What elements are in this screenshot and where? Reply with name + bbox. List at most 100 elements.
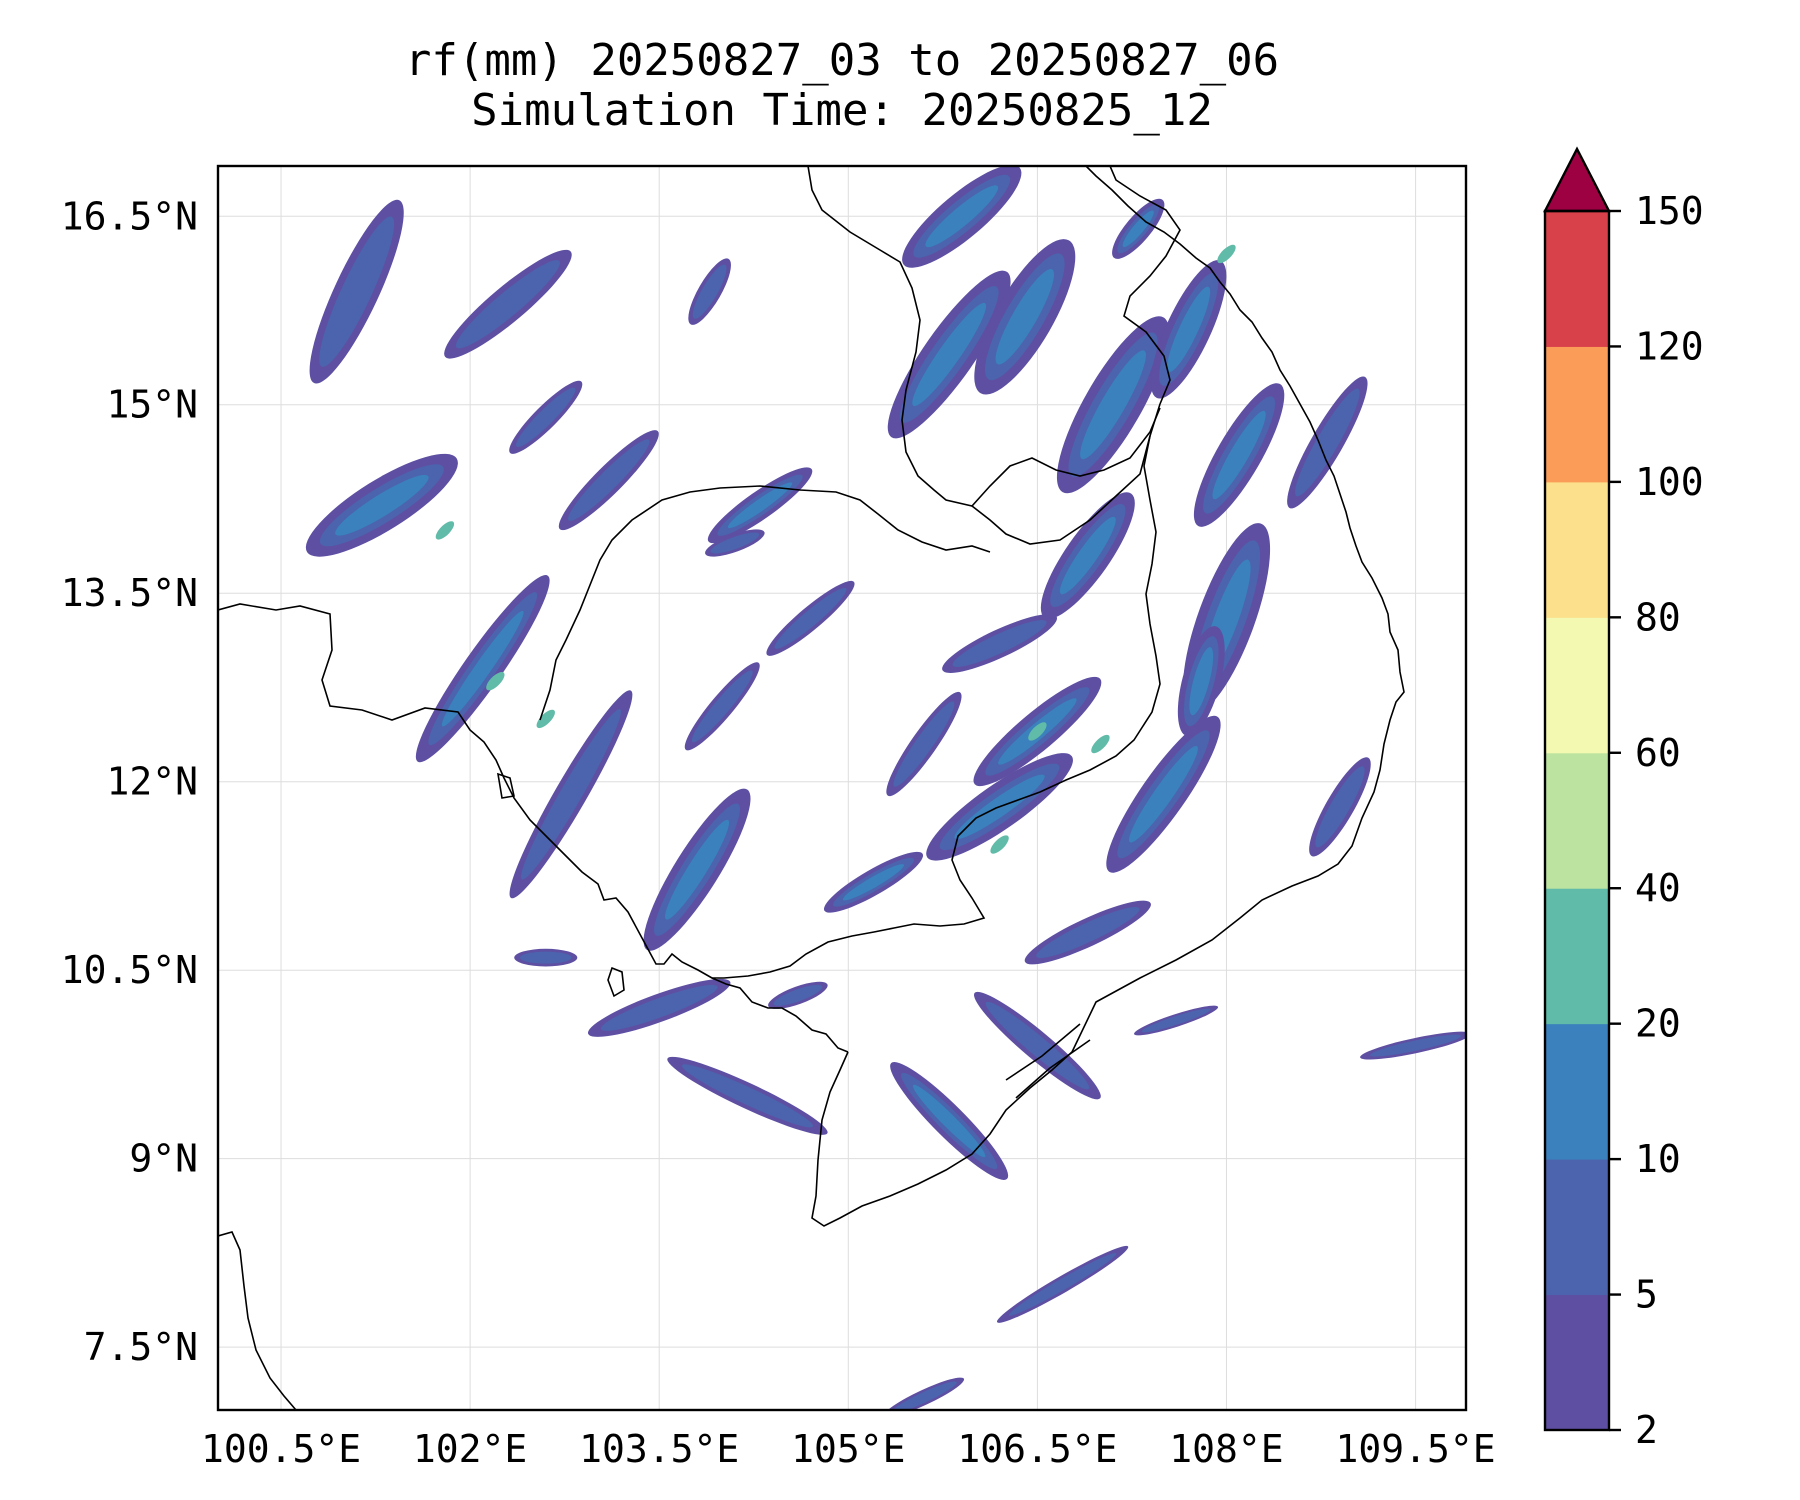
rain-band-40: [705, 529, 765, 557]
rain-band-39: [1177, 626, 1225, 737]
rain-band-14: [887, 270, 1011, 439]
coastline-mekong-delta: [811, 166, 1405, 1227]
rain-band-mid: [891, 1381, 957, 1410]
title-line-2: Simulation Time: 20250825_12: [471, 85, 1213, 136]
lon-tick-label: 103.5°E: [579, 1427, 739, 1471]
rain-band-mid: [985, 1001, 1090, 1090]
lat-tick-label: 16.5°N: [61, 194, 198, 238]
rain-band-mid: [1294, 388, 1360, 497]
rain-band-mid: [1315, 766, 1365, 848]
rain-band-19: [1040, 492, 1135, 619]
colorbar-swatch-3: [1545, 888, 1609, 1025]
rain-band-22: [1287, 376, 1368, 509]
rain-band-mid: [1036, 907, 1140, 959]
rain-band-mid: [893, 701, 955, 787]
rain-band-inner: [925, 185, 999, 248]
lat-tick-label: 7.5°N: [84, 1325, 198, 1369]
lon-tick-label: 109.5°E: [1335, 1427, 1495, 1471]
border-laos-thailand: [807, 166, 1161, 507]
lat-tick-label: 12°N: [106, 760, 198, 804]
rain-band-38: [768, 981, 828, 1009]
rain-band-0: [305, 453, 458, 557]
rain-band-mid: [691, 670, 753, 743]
latitude-ticks: 16.5°N 15°N 13.5°N 12°N 10.5°N 9°N 7.5°N: [61, 194, 198, 1369]
rain-band-9: [707, 467, 813, 544]
rain-band-41: [1112, 198, 1165, 259]
colorbar-extend-triangle: [1543, 146, 1611, 213]
border-cambodia-laos: [971, 435, 1151, 545]
colorbar-tick-label: 40: [1635, 866, 1681, 910]
rain-band-1: [309, 199, 404, 384]
rain-band-mid: [455, 260, 560, 349]
rain-band-mid: [568, 439, 650, 521]
rain-band-17: [1056, 316, 1170, 494]
rain-band-mid: [519, 951, 572, 964]
rain-band-13: [886, 691, 962, 797]
lon-tick-label: 100.5°E: [201, 1427, 361, 1471]
colorbar-swatch-0: [1545, 1294, 1609, 1431]
colorbar-tick-label: 5: [1635, 1273, 1658, 1317]
rain-band-26: [942, 614, 1058, 673]
rain-band-mid: [1141, 1008, 1211, 1033]
lat-tick-label: 9°N: [129, 1137, 198, 1181]
rain-core-0: [435, 521, 455, 540]
rain-band-23: [1106, 715, 1221, 873]
rain-band-35: [509, 380, 583, 454]
colorbar-swatch-6: [1545, 481, 1609, 618]
lat-tick-label: 13.5°N: [61, 571, 198, 615]
colorbar-swatches: [1545, 211, 1609, 1431]
rain-band-inner: [664, 819, 730, 920]
rain-band-inner: [1059, 516, 1116, 595]
colorbar-tick-label: 60: [1635, 731, 1681, 775]
rain-band-inner: [1128, 745, 1198, 843]
rain-band-mid: [600, 984, 718, 1031]
rain-band-mid: [710, 532, 760, 554]
colorbar-swatch-7: [1545, 346, 1609, 483]
colorbar-tick-label: 150: [1635, 189, 1704, 233]
rain-band-12: [823, 851, 924, 913]
rain-band-15: [974, 239, 1076, 395]
rain-band-11: [766, 580, 855, 656]
map-background: [218, 166, 1466, 1410]
colorbar-tick-label: 10: [1635, 1137, 1681, 1181]
colorbar-frame: [1543, 209, 1611, 1432]
lon-tick-label: 106.5°E: [957, 1427, 1117, 1471]
lat-tick-label: 15°N: [106, 383, 198, 427]
lon-tick-label: 105°E: [791, 1427, 905, 1471]
rain-band-mid: [774, 587, 847, 649]
rain-band-mid: [319, 216, 395, 367]
rain-band-inner: [842, 864, 905, 901]
border-laos-vietnam: [1109, 166, 1181, 405]
rain-core-4: [990, 835, 1009, 854]
rain-band-6: [587, 978, 731, 1037]
island-koh-kong: [496, 772, 515, 799]
colorbar-swatch-4: [1545, 752, 1609, 889]
rain-band-28: [1024, 900, 1151, 965]
rain-band-7: [667, 1056, 828, 1135]
rain-band-inner: [441, 610, 524, 727]
rain-band-18: [1150, 260, 1227, 399]
rain-band-34: [883, 1377, 965, 1410]
longitude-ticks: 100.5°E 102°E 103.5°E 105°E 106.5°E 108°E 109.…: [201, 1427, 1496, 1471]
rain-band-mid: [692, 264, 727, 319]
rain-band-mid: [773, 984, 823, 1006]
coastline-gulf-thailand: [218, 603, 849, 1053]
colorbar-swatch-5: [1545, 617, 1609, 754]
rain-band-21: [1193, 383, 1285, 527]
title-line-1: rf(mm) 20250827_03 to 20250827_06: [404, 35, 1280, 86]
mekong-islands: [1005, 1023, 1091, 1099]
rain-band-8: [558, 430, 659, 531]
rain-band-mid: [1370, 1034, 1462, 1057]
lat-tick-label: 10.5°N: [61, 948, 198, 992]
rain-band-33: [1134, 1005, 1219, 1036]
rain-band-inner: [335, 474, 429, 536]
rain-band-inner: [1122, 210, 1154, 248]
lon-tick-label: 108°E: [1169, 1427, 1283, 1471]
colorbar-swatch-2: [1545, 1023, 1609, 1160]
rain-core-2: [536, 709, 555, 729]
rain-band-mid: [516, 387, 576, 448]
rain-band-inner: [1167, 286, 1211, 373]
rain-band-inner: [1212, 410, 1266, 500]
rain-band-29: [973, 991, 1101, 1100]
rain-band-10: [684, 662, 760, 751]
